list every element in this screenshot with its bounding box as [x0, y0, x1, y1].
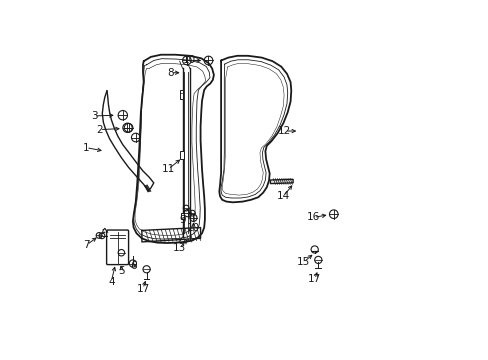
Text: 17: 17 [136, 284, 149, 294]
Text: 10: 10 [183, 55, 196, 66]
Text: 10: 10 [186, 222, 200, 233]
Text: 14: 14 [276, 191, 289, 201]
Bar [181, 213, 183, 219]
Text: 13: 13 [172, 243, 185, 253]
Text: 16: 16 [306, 212, 320, 222]
Text: 9: 9 [179, 215, 185, 225]
Bar [179, 151, 183, 159]
Text: 6: 6 [130, 261, 137, 271]
Text: 3: 3 [90, 111, 97, 121]
Bar [179, 90, 182, 99]
Text: 15: 15 [297, 257, 310, 267]
FancyBboxPatch shape [106, 230, 128, 265]
Text: 17: 17 [307, 274, 321, 284]
Text: 1: 1 [82, 143, 89, 153]
Text: 2: 2 [96, 125, 103, 135]
Text: 8: 8 [167, 68, 174, 78]
Text: 12: 12 [278, 126, 291, 136]
Text: 4: 4 [108, 276, 114, 287]
Text: 7: 7 [83, 240, 90, 250]
Text: 5: 5 [118, 266, 124, 276]
Text: 11: 11 [161, 164, 174, 174]
Polygon shape [270, 179, 292, 184]
